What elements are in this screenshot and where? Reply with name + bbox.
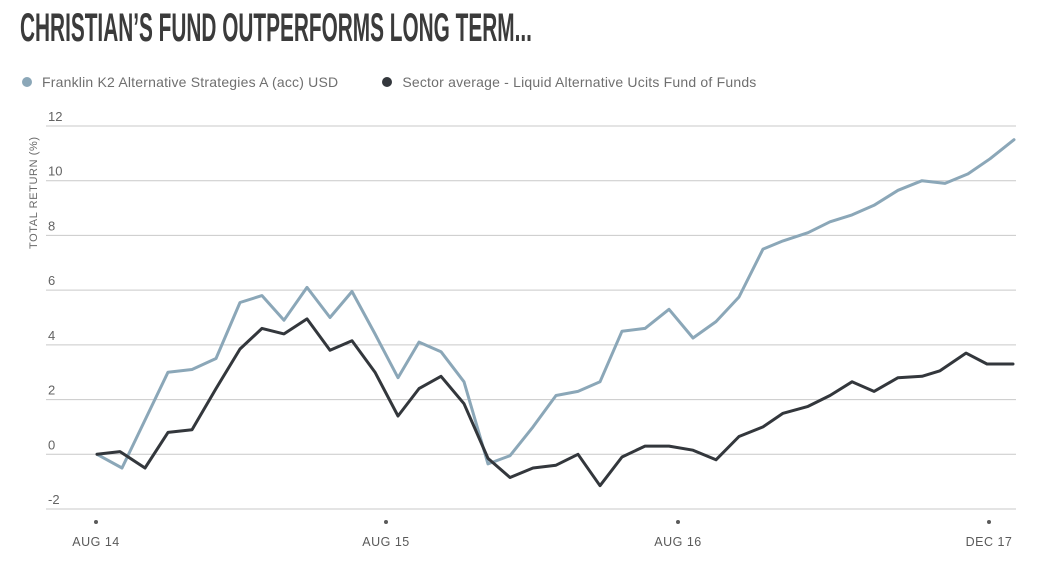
x-tick-label: AUG 14 xyxy=(72,535,119,549)
y-tick-label: 10 xyxy=(48,164,62,179)
legend-item-franklin: Franklin K2 Alternative Strategies A (ac… xyxy=(22,74,338,90)
y-tick-label: 12 xyxy=(48,109,62,124)
x-tick-dot-icon xyxy=(676,520,680,524)
y-tick-label: 0 xyxy=(48,437,55,452)
chart-legend: Franklin K2 Alternative Strategies A (ac… xyxy=(22,74,757,90)
y-tick-label: 8 xyxy=(48,218,55,233)
x-tick-dot-icon xyxy=(987,520,991,524)
legend-label-franklin: Franklin K2 Alternative Strategies A (ac… xyxy=(42,74,339,90)
series-line-franklin xyxy=(95,138,1016,470)
series-line-sector xyxy=(95,317,1015,488)
y-tick-label: 2 xyxy=(48,383,55,398)
chart-title: CHRISTIAN’S FUND OUTPERFORMS LONG TERM..… xyxy=(20,6,532,50)
legend-item-sector: Sector average - Liquid Alternative Ucit… xyxy=(382,74,756,90)
x-tick-label: DEC 17 xyxy=(966,535,1013,549)
x-tick-label: AUG 15 xyxy=(362,535,409,549)
y-tick-label: 6 xyxy=(48,273,55,288)
legend-label-sector: Sector average - Liquid Alternative Ucit… xyxy=(402,74,757,90)
y-tick-label: 4 xyxy=(48,328,55,343)
y-tick-label: -2 xyxy=(48,492,60,507)
x-tick-dot-icon xyxy=(384,520,388,524)
x-tick-label: AUG 16 xyxy=(654,535,701,549)
x-tick-dot-icon xyxy=(94,520,98,524)
legend-swatch-franklin-icon xyxy=(22,77,32,87)
legend-swatch-sector-icon xyxy=(382,77,393,87)
